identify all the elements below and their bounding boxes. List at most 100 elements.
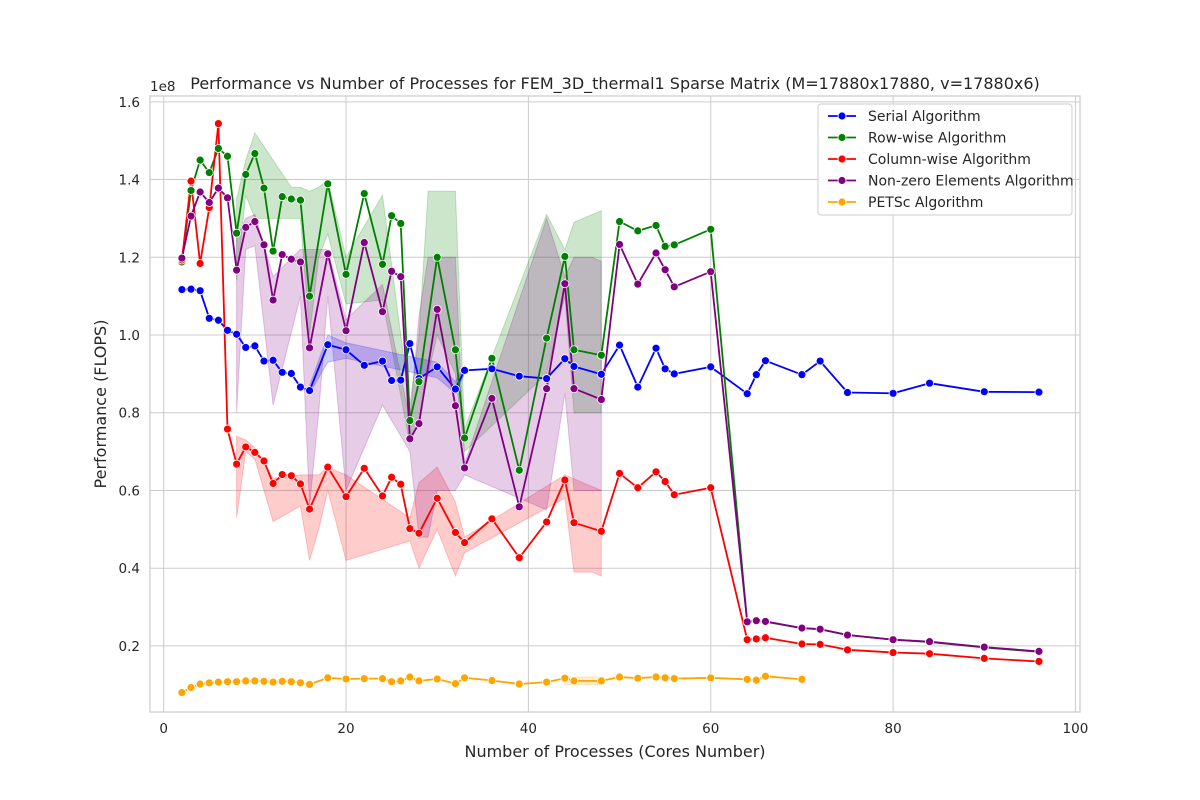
y-tick-label: 0.2: [119, 639, 140, 655]
point-row-wise-algorithm: [378, 259, 387, 269]
point-petsc-algorithm: [396, 676, 406, 686]
point-serial-algorithm: [186, 284, 196, 294]
point-serial-algorithm: [223, 325, 232, 335]
point-column-wise-algorithm: [323, 462, 333, 472]
point-petsc-algorithm: [323, 673, 333, 683]
point-row-wise-algorithm: [268, 246, 278, 256]
point-petsc-algorithm: [296, 678, 305, 688]
legend-marker: [837, 154, 847, 164]
point-serial-algorithm: [761, 356, 770, 366]
point-non-zero-elements-algorithm: [451, 401, 460, 411]
point-non-zero-elements-algorithm: [232, 265, 242, 275]
point-serial-algorithm: [177, 285, 187, 294]
point-non-zero-elements-algorithm: [396, 272, 406, 282]
point-column-wise-algorithm: [232, 459, 242, 469]
point-non-zero-elements-algorithm: [979, 642, 989, 652]
point-serial-algorithm: [405, 339, 415, 348]
point-non-zero-elements-algorithm: [669, 282, 679, 292]
point-non-zero-elements-algorithm: [186, 211, 196, 221]
point-row-wise-algorithm: [396, 219, 406, 228]
point-serial-algorithm: [432, 362, 442, 372]
legend-item-petsc-algorithm: PETSc Algorithm: [828, 195, 983, 211]
point-row-wise-algorithm: [405, 416, 415, 425]
point-non-zero-elements-algorithm: [651, 248, 661, 258]
series-points: [177, 119, 1044, 697]
point-row-wise-algorithm: [250, 149, 260, 158]
point-non-zero-elements-algorithm: [560, 279, 570, 289]
point-serial-algorithm: [195, 286, 205, 296]
point-non-zero-elements-algorithm: [414, 419, 424, 429]
x-axis-label: Number of Processes (Cores Number): [464, 742, 765, 761]
point-petsc-algorithm: [487, 676, 497, 685]
point-column-wise-algorithm: [341, 492, 351, 502]
point-petsc-algorithm: [542, 677, 552, 687]
point-column-wise-algorithm: [359, 463, 369, 473]
y-tick-label: 1.2: [119, 250, 140, 266]
point-non-zero-elements-algorithm: [542, 384, 552, 394]
legend-label: Row-wise Algorithm: [868, 131, 1006, 147]
point-petsc-algorithm: [569, 676, 579, 686]
point-non-zero-elements-algorithm: [487, 393, 497, 403]
legend-label: PETSc Algorithm: [868, 195, 983, 211]
legend-marker: [837, 197, 847, 207]
point-petsc-algorithm: [378, 674, 387, 683]
point-petsc-algorithm: [277, 676, 287, 686]
point-row-wise-algorithm: [241, 170, 251, 179]
point-non-zero-elements-algorithm: [615, 240, 624, 249]
point-serial-algorithm: [888, 388, 898, 398]
point-column-wise-algorithm: [660, 477, 670, 486]
points-row-wise-algorithm: [177, 144, 1044, 657]
point-petsc-algorithm: [560, 673, 570, 683]
point-petsc-algorithm: [669, 674, 679, 683]
point-non-zero-elements-algorithm: [323, 249, 333, 259]
point-column-wise-algorithm: [761, 633, 770, 643]
point-petsc-algorithm: [286, 677, 296, 687]
point-serial-algorithm: [387, 376, 397, 385]
point-serial-algorithm: [204, 313, 214, 323]
point-row-wise-algorithm: [651, 221, 661, 230]
x-tick-label: 20: [337, 721, 354, 737]
point-non-zero-elements-algorithm: [223, 193, 232, 203]
point-serial-algorithm: [296, 382, 305, 392]
point-serial-algorithm: [514, 371, 524, 381]
point-non-zero-elements-algorithm: [277, 250, 287, 259]
point-petsc-algorithm: [250, 676, 260, 686]
legend-marker: [837, 133, 847, 142]
point-non-zero-elements-algorithm: [286, 254, 296, 264]
point-serial-algorithm: [660, 364, 670, 374]
point-non-zero-elements-algorithm: [268, 295, 278, 305]
point-petsc-algorithm: [451, 679, 460, 689]
legend-marker: [837, 176, 847, 185]
point-serial-algorithm: [542, 374, 552, 383]
point-serial-algorithm: [797, 370, 807, 380]
point-row-wise-algorithm: [615, 217, 624, 226]
x-tick-label: 80: [884, 721, 901, 737]
point-non-zero-elements-algorithm: [596, 395, 606, 404]
point-serial-algorithm: [460, 365, 469, 375]
point-serial-algorithm: [250, 341, 260, 351]
point-non-zero-elements-algorithm: [888, 635, 898, 645]
point-column-wise-algorithm: [669, 490, 679, 500]
point-serial-algorithm: [305, 386, 314, 395]
point-petsc-algorithm: [633, 673, 643, 683]
point-petsc-algorithm: [186, 683, 196, 692]
point-non-zero-elements-algorithm: [296, 257, 305, 267]
point-column-wise-algorithm: [925, 649, 934, 659]
point-petsc-algorithm: [359, 674, 369, 683]
point-column-wise-algorithm: [979, 653, 989, 663]
point-serial-algorithm: [651, 343, 661, 353]
point-serial-algorithm: [396, 375, 406, 385]
point-serial-algorithm: [451, 384, 460, 394]
point-petsc-algorithm: [268, 677, 278, 687]
point-non-zero-elements-algorithm: [259, 240, 269, 250]
legend-marker: [837, 111, 847, 121]
point-row-wise-algorithm: [223, 151, 232, 161]
point-petsc-algorithm: [706, 673, 716, 683]
point-row-wise-algorithm: [569, 345, 579, 355]
point-column-wise-algorithm: [615, 468, 624, 478]
band-row-wise-algorithm: [236, 131, 602, 453]
point-petsc-algorithm: [651, 672, 661, 682]
point-non-zero-elements-algorithm: [387, 266, 397, 276]
chart-title: Performance vs Number of Processes for F…: [190, 74, 1040, 94]
